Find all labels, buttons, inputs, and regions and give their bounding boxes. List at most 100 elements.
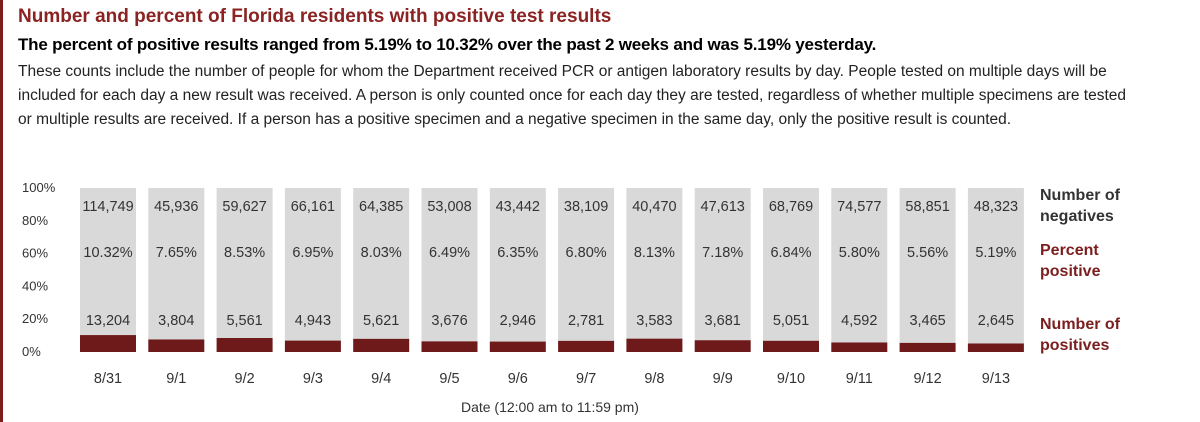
bar-negatives: [626, 188, 683, 339]
label-positives: 2,645: [978, 313, 1014, 329]
label-positives: 4,592: [841, 313, 877, 329]
label-positives: 5,561: [226, 313, 262, 329]
bar-positives: [284, 340, 341, 352]
x-tick-label: 9/5: [439, 371, 459, 387]
x-tick-label: 9/10: [777, 371, 805, 387]
label-negatives: 48,323: [974, 199, 1018, 215]
row-label-percent-line2: positive: [1040, 263, 1101, 280]
bar-negatives: [831, 188, 888, 343]
label-positives: 3,583: [636, 313, 672, 329]
label-positives: 5,051: [773, 313, 809, 329]
label-negatives: 74,577: [837, 199, 881, 215]
label-positives: 3,804: [158, 313, 194, 329]
bar-negatives: [421, 188, 478, 342]
label-positives: 5,621: [363, 313, 399, 329]
label-percent-positive: 6.49%: [429, 245, 470, 261]
x-axis-title: Date (12:00 am to 11:59 pm): [461, 399, 639, 415]
bar-positives: [694, 340, 751, 352]
y-tick-label: 60%: [22, 246, 48, 261]
label-percent-positive: 6.95%: [292, 245, 333, 261]
y-tick-label: 40%: [22, 278, 48, 293]
x-tick-label: 9/11: [846, 371, 873, 387]
row-label-negatives-line1: Number of: [1040, 187, 1121, 204]
label-positives: 2,946: [500, 313, 536, 329]
bar-negatives: [216, 188, 273, 339]
bar-positives: [148, 339, 205, 352]
label-percent-positive: 7.18%: [702, 245, 743, 261]
bar-negatives: [148, 188, 205, 340]
label-percent-positive: 10.32%: [83, 245, 132, 261]
bar-positives: [216, 338, 273, 352]
x-tick-label: 9/12: [913, 371, 941, 387]
x-tick-label: 9/13: [982, 371, 1010, 387]
x-tick-label: 9/8: [644, 371, 664, 387]
label-percent-positive: 8.03%: [361, 245, 402, 261]
chart-subtitle: The percent of positive results ranged f…: [18, 35, 877, 54]
label-negatives: 66,161: [291, 199, 335, 215]
label-negatives: 68,769: [769, 199, 813, 215]
y-tick-label: 80%: [22, 213, 48, 228]
label-percent-positive: 5.19%: [975, 245, 1016, 261]
bar-positives: [967, 343, 1024, 352]
row-label-negatives-line2: negatives: [1040, 208, 1114, 225]
label-negatives: 43,442: [496, 199, 540, 215]
label-positives: 3,465: [909, 313, 945, 329]
bar-positives: [489, 341, 546, 352]
row-label-positives-line2: positives: [1040, 337, 1109, 354]
label-percent-positive: 6.80%: [566, 245, 607, 261]
x-tick-label: 8/31: [94, 371, 122, 387]
bar-negatives: [558, 188, 615, 341]
row-label-positives-line1: Number of: [1040, 316, 1121, 333]
label-negatives: 47,613: [701, 199, 745, 215]
x-tick-label: 9/9: [713, 371, 733, 387]
bar-negatives: [967, 188, 1024, 344]
x-tick-label: 9/1: [166, 371, 186, 387]
label-negatives: 59,627: [222, 199, 266, 215]
label-negatives: 114,749: [82, 199, 133, 215]
bar-negatives: [899, 188, 956, 343]
label-positives: 13,204: [86, 313, 130, 329]
bar-negatives: [694, 188, 751, 341]
label-positives: 2,781: [568, 313, 604, 329]
bar-positives: [831, 342, 888, 352]
bar-negatives: [489, 188, 546, 342]
x-tick-label: 9/2: [235, 371, 255, 387]
bar-positives: [626, 338, 683, 352]
label-percent-positive: 8.13%: [634, 245, 675, 261]
bar-positives: [421, 341, 478, 352]
bar-positives: [353, 338, 410, 352]
label-negatives: 64,385: [359, 199, 403, 215]
label-positives: 4,943: [295, 313, 331, 329]
bar-negatives: [763, 188, 819, 341]
bar-positives: [80, 335, 136, 352]
x-tick-label: 9/6: [508, 371, 528, 387]
chart-title: Number and percent of Florida residents …: [18, 6, 612, 27]
label-positives: 3,681: [705, 313, 741, 329]
bar-positives: [558, 340, 615, 352]
label-positives: 3,676: [431, 313, 467, 329]
label-negatives: 53,008: [427, 199, 471, 215]
label-percent-positive: 6.35%: [497, 245, 538, 261]
bar-positives: [763, 340, 819, 352]
bar-negatives: [284, 188, 341, 341]
bar-negatives: [353, 188, 410, 339]
left-accent-rule: [0, 0, 3, 422]
y-tick-label: 20%: [22, 311, 48, 326]
x-tick-label: 9/3: [303, 371, 323, 387]
bar-positives: [899, 342, 956, 352]
x-tick-label: 9/4: [371, 371, 391, 387]
label-negatives: 45,936: [154, 199, 198, 215]
row-label-percent-line1: Percent: [1040, 242, 1099, 259]
label-negatives: 38,109: [564, 199, 608, 215]
y-tick-label: 100%: [22, 180, 56, 195]
chart-description: These counts include the number of peopl…: [18, 63, 1127, 128]
label-percent-positive: 5.80%: [839, 245, 880, 261]
label-percent-positive: 5.56%: [907, 245, 948, 261]
label-percent-positive: 6.84%: [770, 245, 811, 261]
label-negatives: 40,470: [632, 199, 676, 215]
x-tick-label: 9/7: [576, 371, 596, 387]
label-negatives: 58,851: [905, 199, 949, 215]
label-percent-positive: 8.53%: [224, 245, 265, 261]
label-percent-positive: 7.65%: [156, 245, 197, 261]
